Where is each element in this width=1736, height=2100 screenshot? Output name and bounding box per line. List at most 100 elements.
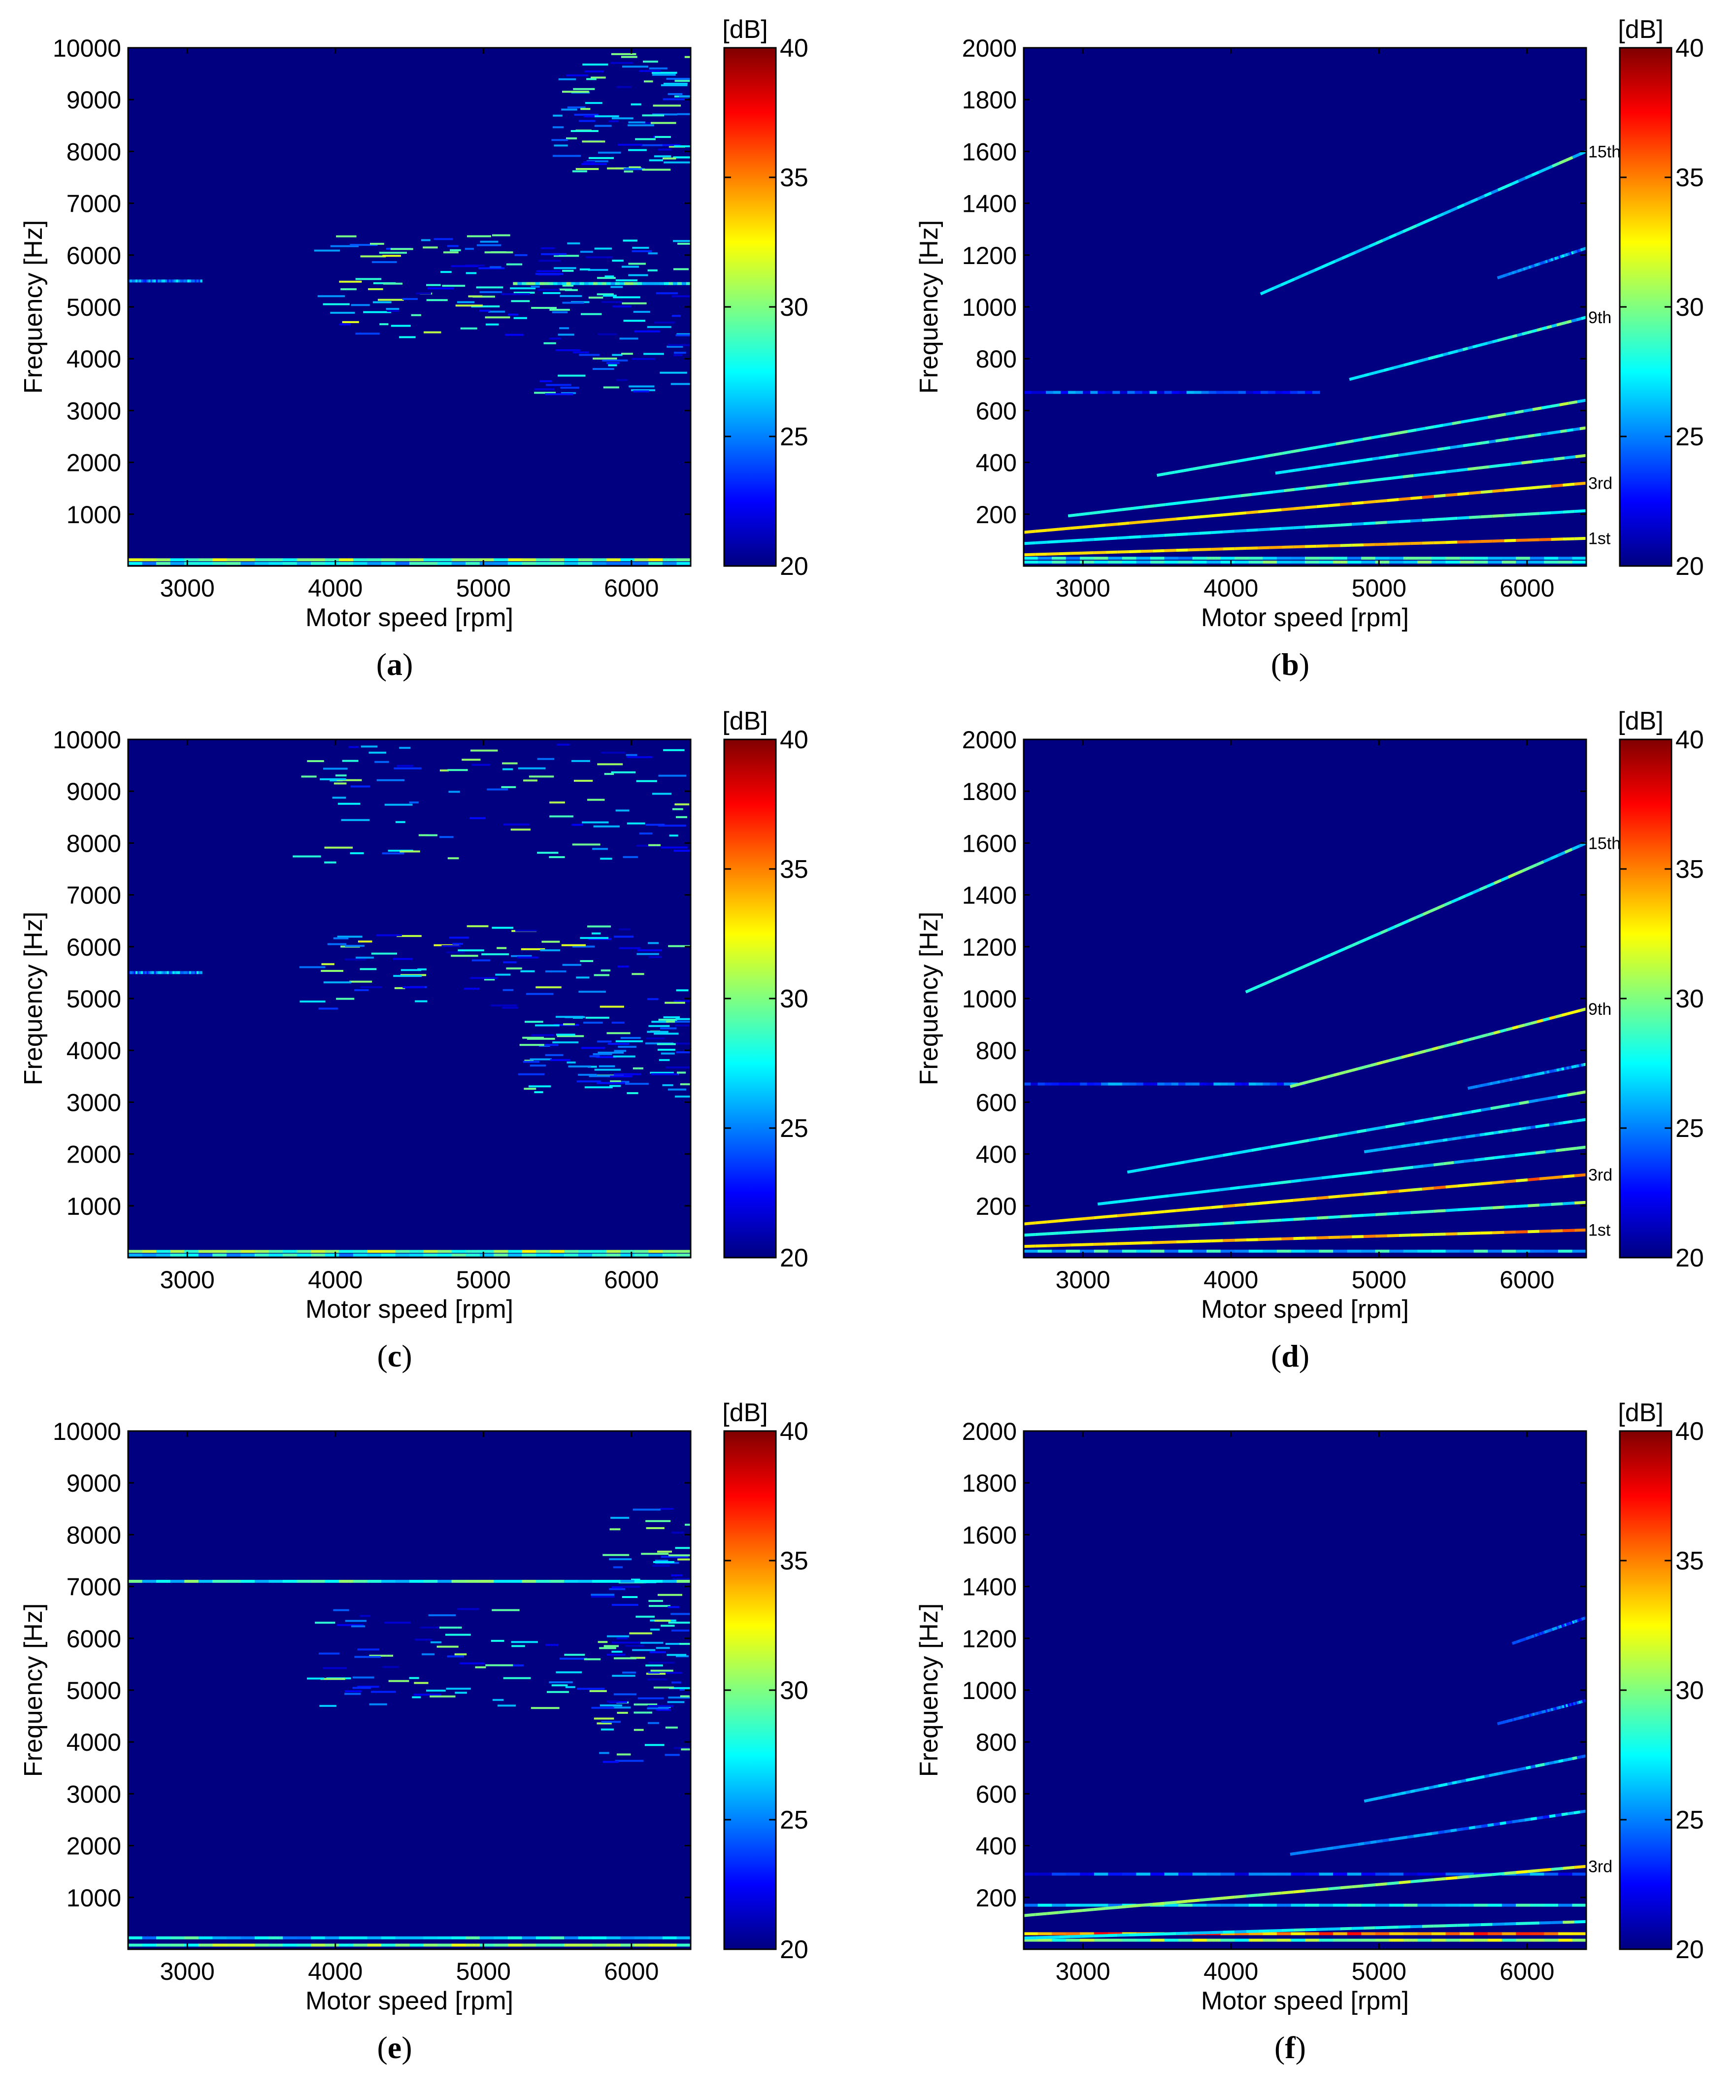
order-line-segment [1552, 1627, 1555, 1631]
spectral-component [327, 943, 346, 945]
frequency-band [466, 1250, 480, 1253]
spectral-component [334, 782, 347, 785]
panel-letter: c [388, 1338, 401, 1373]
order-line-segment [1337, 947, 1346, 953]
spectral-component [361, 745, 378, 748]
order-line-segment [1539, 1229, 1551, 1233]
frequency-band [156, 971, 158, 974]
spectral-component [397, 935, 422, 937]
spectral-component [416, 292, 432, 295]
spectral-component [356, 956, 374, 959]
spectral-component [613, 296, 640, 299]
spectral-component [672, 808, 683, 810]
spectral-component [501, 1006, 518, 1009]
order-line-segment [1493, 1822, 1501, 1826]
frequency-band [662, 1253, 677, 1257]
spectral-component [658, 1019, 677, 1021]
spectral-component [566, 137, 577, 139]
frequency-band [423, 1580, 438, 1583]
order-line-segment [1492, 1872, 1504, 1876]
spectral-component [511, 1645, 525, 1647]
frequency-band [1192, 1903, 1207, 1907]
spectral-component [601, 1728, 614, 1731]
spectral-component [670, 1613, 691, 1615]
order-line-segment [1402, 474, 1414, 479]
order-line-segment [1047, 528, 1059, 532]
frequency-band [139, 279, 141, 283]
order-line-segment [1382, 1795, 1388, 1799]
frequency-band [662, 1943, 677, 1947]
order-line-segment [1515, 1178, 1528, 1183]
spectral-component [665, 1754, 680, 1756]
order-line-segment [1475, 1085, 1478, 1089]
spectral-component [411, 314, 421, 316]
order-line-segment [1462, 347, 1469, 351]
frequency-band [268, 1580, 283, 1583]
order-line-segment [1387, 1233, 1399, 1237]
frequency-band [181, 971, 184, 974]
spectral-component [585, 1016, 609, 1019]
frequency-band [548, 282, 554, 285]
order-line-segment [1316, 1887, 1329, 1892]
order-line-segment [1500, 875, 1509, 882]
frequency-band [668, 282, 673, 285]
order-line-segment [1127, 1169, 1137, 1174]
spectral-component [668, 945, 691, 947]
spectral-component [301, 775, 317, 778]
frequency-band [1223, 391, 1232, 394]
order-line-segment [1309, 960, 1317, 966]
order-line-segment [1291, 1179, 1302, 1183]
order-line-segment [1574, 1228, 1586, 1232]
y-tick-label: 1200 [962, 933, 1017, 961]
spectral-component [613, 1081, 630, 1083]
order-line-segment [1567, 428, 1574, 433]
order-line-segment [1291, 449, 1301, 454]
order-line-segment [1352, 1171, 1363, 1176]
order-line-segment [1463, 1827, 1469, 1831]
order-line-segment [1541, 326, 1547, 331]
order-line-segment [1516, 1640, 1519, 1643]
order-line-segment [1519, 1638, 1522, 1642]
frequency-band [268, 562, 283, 565]
order-line-segment [1572, 1756, 1577, 1760]
spectral-component [685, 1524, 691, 1526]
order-line-segment [1404, 1120, 1415, 1125]
frequency-band [1305, 557, 1320, 560]
spectral-component [502, 762, 518, 765]
frequency-band [381, 1936, 396, 1939]
order-line-segment [1476, 441, 1483, 446]
spectral-component [330, 779, 343, 782]
frequency-band [1263, 1938, 1277, 1942]
spectral-component [519, 1044, 544, 1046]
order-line-segment [1437, 353, 1444, 358]
order-line-segment [1431, 448, 1438, 452]
order-line-segment [1321, 263, 1329, 269]
spectral-component [619, 947, 641, 949]
spectral-component [616, 1637, 628, 1640]
order-line-segment [1424, 449, 1431, 453]
spectral-component [393, 975, 422, 977]
y-tick-label: 1000 [962, 985, 1017, 1013]
frequency-band [1319, 1932, 1334, 1935]
order-line-segment [1174, 469, 1184, 474]
order-line-segment [1445, 517, 1458, 521]
spectral-component [636, 953, 659, 955]
order-line-segment [1176, 1240, 1188, 1244]
order-line-segment [1294, 467, 1302, 472]
frequency-band [1098, 391, 1105, 394]
spectral-component [603, 1645, 619, 1647]
x-tick-label: 4000 [1203, 574, 1258, 602]
spectral-component [589, 1055, 600, 1058]
frequency-band [1473, 1938, 1488, 1942]
spectral-component [668, 1621, 691, 1624]
spectral-component [661, 84, 688, 87]
frequency-band [1502, 561, 1516, 564]
order-line-segment [1514, 1076, 1518, 1080]
frequency-band [1544, 1938, 1559, 1942]
frequency-band [1263, 1932, 1277, 1935]
frequency-band [1201, 391, 1209, 394]
order-line-segment [1469, 1182, 1481, 1187]
order-line-segment [1270, 1181, 1281, 1186]
spectral-component [528, 1085, 551, 1088]
order-line-segment [1269, 508, 1282, 512]
